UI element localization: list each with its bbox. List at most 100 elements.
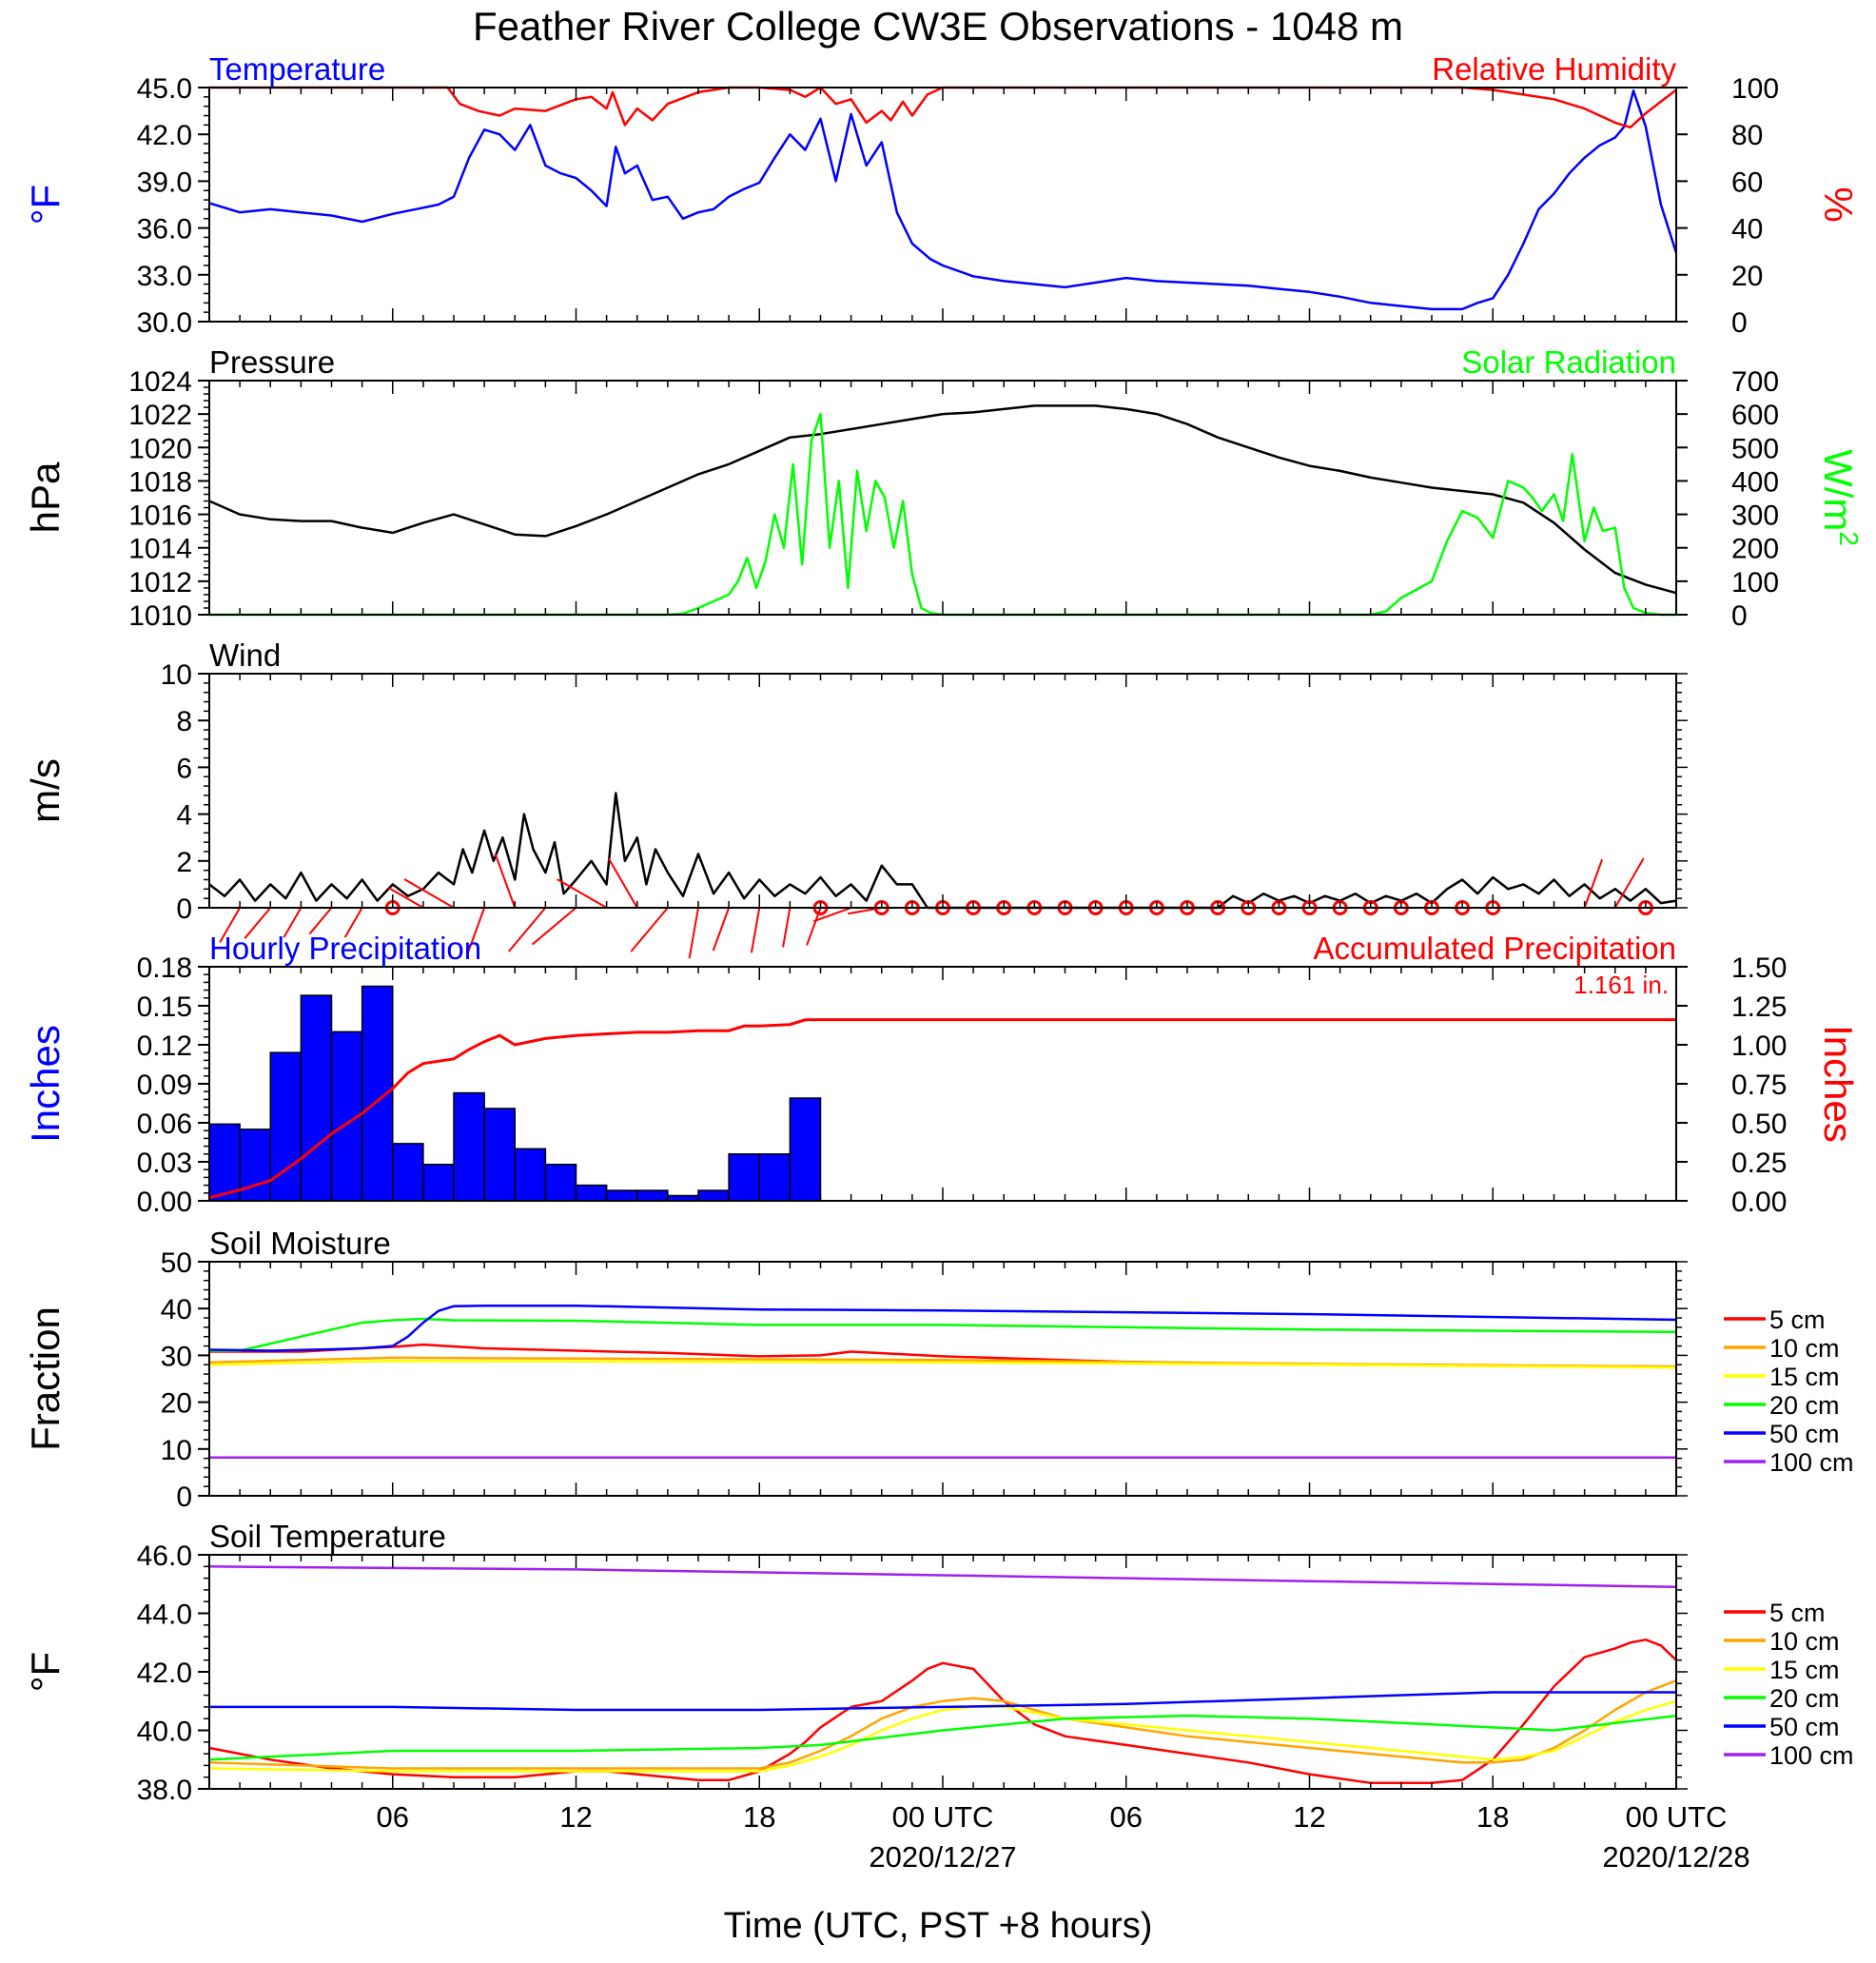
- y-tick-label-left: 40.0: [137, 1717, 192, 1748]
- y-tick-label-left: 0.15: [137, 991, 192, 1023]
- x-tick-label: 06: [1110, 1800, 1143, 1834]
- precip-bar: [392, 1143, 424, 1202]
- y-tick-label-left: 0.06: [137, 1109, 192, 1140]
- precip-bar: [575, 1184, 608, 1202]
- precip-bar: [239, 1129, 271, 1202]
- wind-barb: [219, 907, 241, 943]
- precip-bar: [453, 1091, 485, 1202]
- legend-label: 20 cm: [1769, 1391, 1840, 1420]
- wind-barb: [557, 878, 608, 909]
- y-tick-label-left: 38.0: [137, 1775, 192, 1806]
- y-tick-label-right: 300: [1731, 501, 1779, 532]
- y-tick-label-right: 0: [1731, 600, 1748, 632]
- panels: 30.033.036.039.042.045.0020406080100Temp…: [23, 51, 1864, 1806]
- y-tick-label-right: 1.00: [1731, 1031, 1787, 1062]
- wind-barb: [750, 907, 761, 953]
- panel-soil-temperature: 38.0 40.0 42.0 44.0 46.0 Soil Temperature °F 5 …: [23, 1519, 1854, 1806]
- y-tick-label-right: 0.25: [1731, 1148, 1787, 1179]
- wind-barb: [782, 907, 791, 948]
- plot-frame: [208, 380, 1677, 616]
- legend-label: 5 cm: [1769, 1599, 1826, 1627]
- y-tick-label-left: 36.0: [137, 214, 192, 245]
- series-line-pressure-solar-1: [209, 412, 1676, 617]
- wind-barb: [244, 907, 272, 939]
- y-tick-label-left: 0: [176, 1482, 192, 1513]
- y-tick-label-left: 6: [176, 753, 192, 784]
- y-tick-label-left: 10: [161, 1435, 192, 1466]
- y-tick-label-right: 100: [1731, 73, 1779, 105]
- wind-barb: [283, 907, 303, 938]
- legend-label: 10 cm: [1769, 1627, 1840, 1656]
- wind-barb: [531, 907, 577, 946]
- time-axis: 06 12 18 00 UTC 2020/12/27 06 12 18 00 UTC 2020/1…: [377, 1800, 1750, 1874]
- x-date-label: 2020/12/27: [869, 1840, 1016, 1874]
- panel-title-right: Solar Radiation: [1461, 344, 1676, 380]
- y-tick-label-left: 46.0: [137, 1541, 192, 1572]
- legend-label: 50 cm: [1769, 1420, 1840, 1448]
- series-line-wind-0: [208, 792, 1677, 910]
- legend-label: 20 cm: [1769, 1684, 1840, 1713]
- x-tick-label: 00 UTC: [1626, 1800, 1728, 1834]
- y-tick-label-left: 42.0: [137, 120, 192, 151]
- legend-label: 50 cm: [1769, 1713, 1840, 1741]
- y-tick-label-left: 1024: [128, 366, 192, 398]
- wind-barb: [688, 907, 699, 959]
- panel-title-right: Relative Humidity: [1432, 51, 1676, 87]
- panel-temp-rh: 30.0 33.0 36.0 39.0 42.0 45.0 0 20 40 60 80 100 Temp…: [23, 51, 1861, 339]
- wind-barb: [607, 857, 638, 909]
- y-tick-label-left: 1020: [128, 433, 192, 464]
- x-tick-label: 00 UTC: [892, 1800, 994, 1834]
- series-line-soil-temperature-5: [208, 1565, 1677, 1589]
- precip-bar: [483, 1108, 516, 1202]
- legend-label: 100 cm: [1769, 1448, 1854, 1477]
- legend-label: 15 cm: [1769, 1656, 1840, 1684]
- y-tick-label-left: 0.03: [137, 1148, 192, 1179]
- y-tick-label-right: 80: [1731, 120, 1763, 151]
- y-tick-label-left: 1014: [128, 534, 192, 565]
- y-axis-label-left: m/s: [23, 758, 68, 823]
- y-tick-label-right: 60: [1731, 167, 1763, 198]
- x-axis-label: Time (UTC, PST +8 hours): [724, 1906, 1153, 1946]
- y-tick-label-left: 45.0: [137, 73, 192, 105]
- precip-bar: [605, 1189, 638, 1202]
- legend-label: 5 cm: [1769, 1305, 1826, 1334]
- y-tick-label-right: 1.50: [1731, 952, 1787, 984]
- y-tick-label-left: 10: [161, 659, 192, 691]
- y-tick-label-right: 100: [1731, 567, 1779, 599]
- legend-label: 10 cm: [1769, 1334, 1840, 1363]
- series-line-soil-moisture-2: [208, 1360, 1677, 1369]
- y-tick-label-right: 40: [1731, 214, 1763, 245]
- y-tick-label-left: 0.00: [137, 1187, 192, 1218]
- precip-bar: [422, 1163, 455, 1202]
- y-tick-label-right: 600: [1731, 400, 1779, 431]
- y-tick-label-left: 30.0: [137, 307, 192, 339]
- wind-barb: [1613, 857, 1645, 909]
- y-tick-label-left: 8: [176, 706, 192, 737]
- y-axis-label-left: hPa: [23, 461, 68, 533]
- y-tick-label-left: 39.0: [137, 167, 192, 198]
- y-tick-label-right: 0: [1731, 307, 1748, 339]
- y-tick-label-left: 2: [176, 847, 192, 878]
- series-line-soil-temperature-2: [208, 1699, 1677, 1773]
- y-tick-label-right: 0.50: [1731, 1109, 1787, 1140]
- series-line-soil-moisture-4: [208, 1304, 1677, 1352]
- y-tick-label-left: 0: [176, 893, 192, 925]
- y-tick-label-left: 30: [161, 1341, 192, 1372]
- y-axis-label-left: °F: [23, 185, 68, 225]
- precip-bar: [728, 1153, 760, 1202]
- panel-title-right: Accumulated Precipitation: [1313, 931, 1676, 966]
- x-tick-label: 12: [1293, 1800, 1325, 1834]
- series-line-soil-temperature-4: [209, 1691, 1676, 1712]
- wind-barb: [465, 907, 486, 957]
- y-axis-label-left: °F: [23, 1652, 68, 1692]
- y-tick-label-right: 1.25: [1731, 991, 1787, 1023]
- wind-barb: [712, 907, 731, 952]
- y-axis-label-right: W/m2: [1816, 449, 1864, 546]
- precip-bar: [789, 1097, 822, 1202]
- x-tick-label: 06: [377, 1800, 409, 1834]
- panel-wind: 0 2 4 6 8 10 Wind m/s: [23, 638, 1688, 959]
- precip-bar: [300, 994, 333, 1202]
- series-line-temp-rh-0: [208, 89, 1678, 311]
